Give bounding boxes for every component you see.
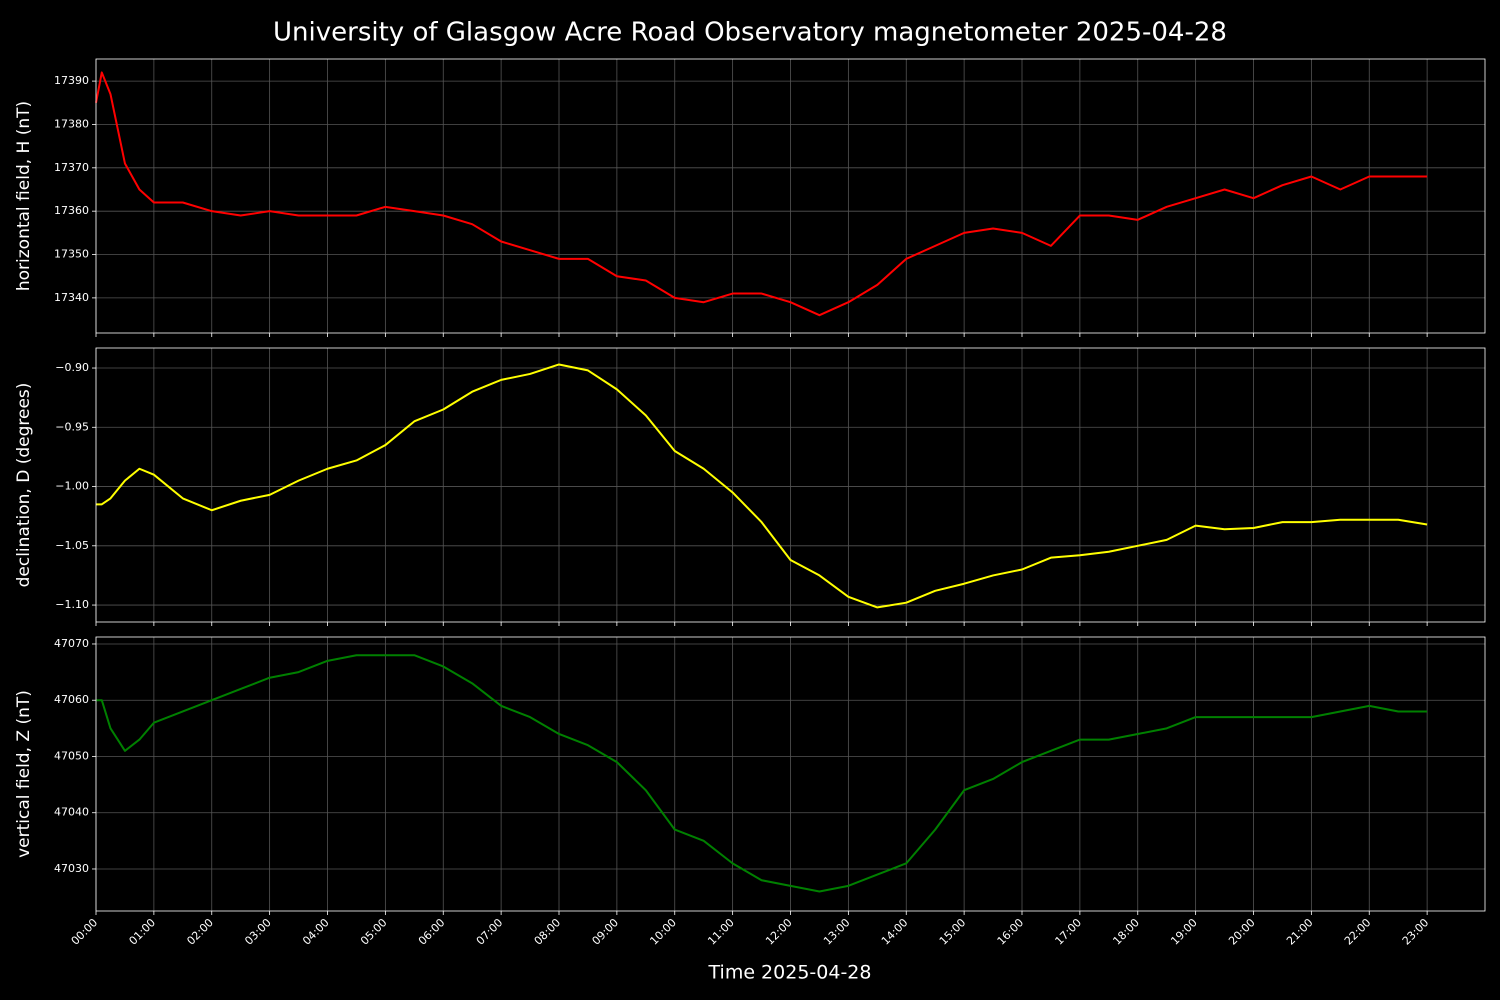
y-tick-label: −1.05 (55, 539, 89, 552)
x-tick-label: 10:00 (647, 916, 679, 948)
x-tick-label: 08:00 (532, 916, 564, 948)
x-tick-label: 01:00 (127, 916, 159, 948)
x-tick-label: 06:00 (416, 916, 448, 948)
y-tick-label: −1.10 (55, 598, 89, 611)
y-tick-label: 47070 (54, 637, 89, 650)
y-tick-label: 17350 (54, 248, 89, 261)
x-tick-label: 03:00 (242, 916, 274, 948)
axes-frame (95, 636, 1486, 912)
x-tick-label: 11:00 (705, 916, 737, 948)
y-axis-label: vertical field, Z (nT) (14, 690, 34, 858)
y-axis-label: declination, D (degrees) (14, 383, 34, 588)
x-tick-label: 14:00 (879, 916, 911, 948)
data-line (96, 654, 1428, 893)
y-tick-label: −1.00 (55, 480, 89, 493)
x-tick-label: 19:00 (1168, 916, 1200, 948)
x-tick-label: 00:00 (69, 916, 101, 948)
x-tick-label: 18:00 (1110, 916, 1142, 948)
x-tick-label: 02:00 (184, 916, 216, 948)
x-tick-label: 16:00 (995, 916, 1027, 948)
y-tick-label: 47050 (54, 749, 89, 762)
x-tick-label: 07:00 (474, 916, 506, 948)
x-tick-label: 05:00 (358, 916, 390, 948)
axes-frame (95, 58, 1486, 334)
data-line (95, 71, 1428, 317)
y-tick-label: 17360 (54, 204, 89, 217)
x-tick-label: 09:00 (590, 916, 622, 948)
data-line (96, 363, 1428, 609)
axes-frame (95, 347, 1486, 623)
x-tick-label: 13:00 (821, 916, 853, 948)
chart-title: University of Glasgow Acre Road Observat… (273, 18, 1227, 48)
x-tick-label: 12:00 (763, 916, 795, 948)
x-tick-label: 23:00 (1400, 916, 1432, 948)
x-axis-label: Time 2025-04-28 (708, 962, 872, 984)
y-tick-label: 47030 (54, 862, 89, 875)
x-tick-label: 04:00 (300, 916, 332, 948)
y-tick-label: 17390 (54, 74, 89, 87)
y-tick-label: 17380 (54, 117, 89, 130)
y-tick-label: 47060 (54, 693, 89, 706)
x-tick-label: 20:00 (1226, 916, 1258, 948)
y-tick-label: −0.90 (55, 361, 89, 374)
x-tick-label: 22:00 (1342, 916, 1374, 948)
y-axis-label: horizontal field, H (nT) (14, 101, 34, 291)
y-tick-label: −0.95 (55, 420, 89, 433)
y-tick-label: 17340 (54, 291, 89, 304)
x-tick-label: 17:00 (1053, 916, 1085, 948)
x-tick-label: 21:00 (1284, 916, 1316, 948)
x-tick-label: 15:00 (937, 916, 969, 948)
y-tick-label: 17370 (54, 161, 89, 174)
y-tick-label: 47040 (54, 806, 89, 819)
